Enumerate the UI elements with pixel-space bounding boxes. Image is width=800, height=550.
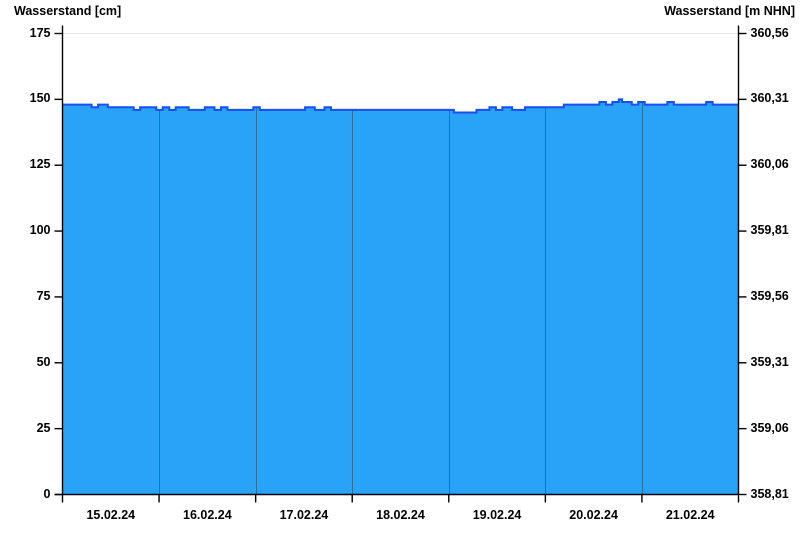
right-axis-title: Wasserstand [m NHN] — [664, 4, 795, 18]
left-tick-label: 25 — [36, 420, 51, 435]
left-tick-label: 0 — [43, 486, 51, 501]
right-tick-label: 360,56 — [750, 25, 789, 40]
left-axis-title: Wasserstand [cm] — [14, 4, 122, 18]
x-tick-label: 17.02.24 — [279, 507, 329, 522]
left-tick-label: 100 — [29, 223, 51, 238]
left-tick-label: 50 — [36, 354, 51, 369]
x-tick-label: 20.02.24 — [569, 507, 618, 522]
x-tick-label: 15.02.24 — [86, 507, 136, 522]
x-tick-label: 19.02.24 — [472, 507, 522, 522]
x-tick-label: 18.02.24 — [376, 507, 425, 522]
x-tick-label: 16.02.24 — [183, 507, 232, 522]
left-tick-label: 75 — [36, 288, 51, 303]
right-tick-label: 359,31 — [750, 354, 789, 369]
right-tick-label: 359,81 — [750, 223, 789, 238]
water-level-line — [62, 98, 739, 114]
above-water-mask — [62, 33, 739, 113]
right-tick-label: 359,06 — [750, 420, 789, 435]
right-tick-label: 360,06 — [750, 157, 789, 172]
left-tick-label: 175 — [29, 25, 51, 40]
left-tick-label: 150 — [29, 91, 51, 106]
x-tick-label: 21.02.24 — [665, 507, 715, 522]
right-tick-label: 358,81 — [750, 486, 789, 501]
water-level-area — [62, 99, 739, 495]
right-tick-label: 359,56 — [750, 288, 789, 303]
left-tick-label: 125 — [29, 157, 51, 172]
right-tick-label: 360,31 — [750, 91, 789, 106]
